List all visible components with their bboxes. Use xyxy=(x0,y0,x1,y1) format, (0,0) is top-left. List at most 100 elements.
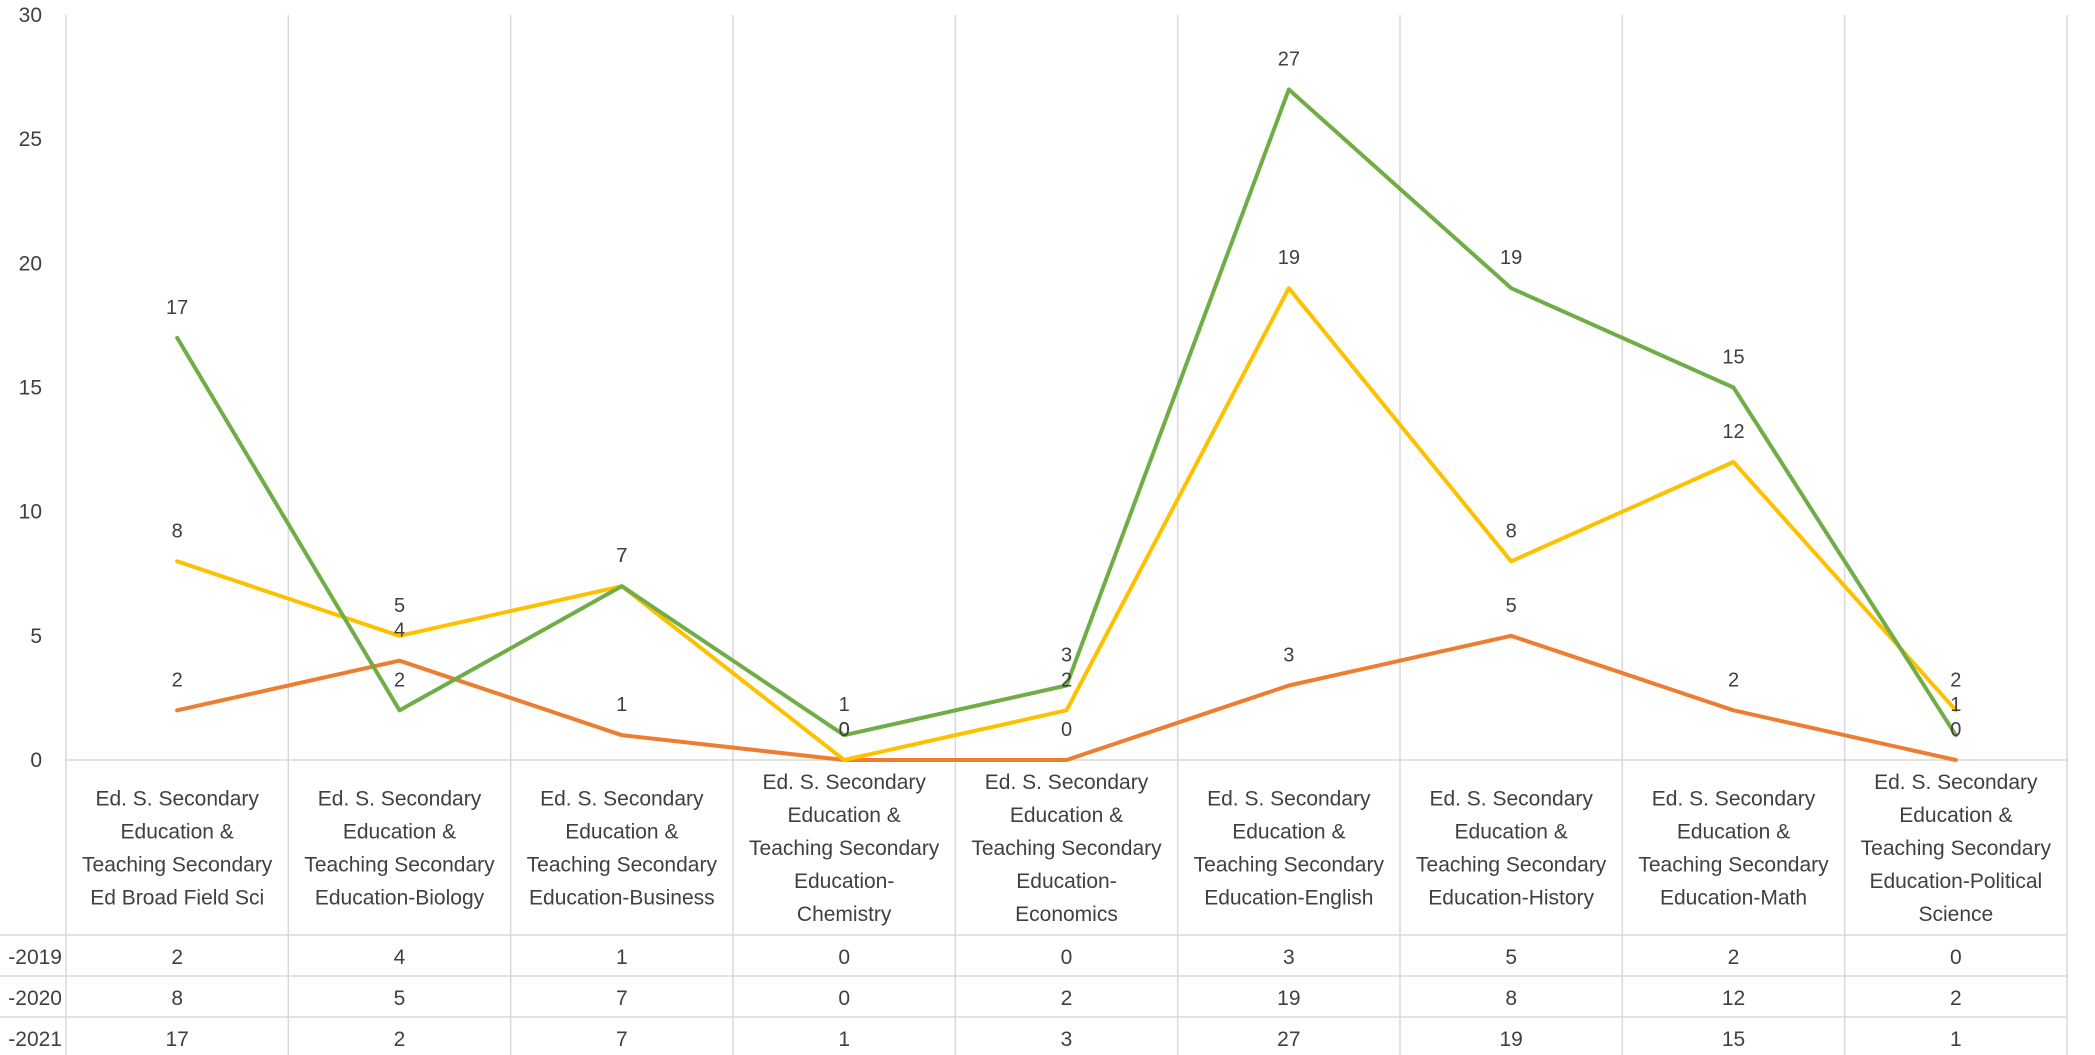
table-series-name: -2019 xyxy=(8,946,62,969)
table-cell: 5 xyxy=(1505,946,1517,969)
category-label-line: Ed. S. Secondary xyxy=(762,771,926,794)
table-cell: 8 xyxy=(1505,987,1517,1010)
table-cell: 27 xyxy=(1277,1028,1300,1051)
category-label-line: Science xyxy=(1918,903,1993,926)
table-cell: 1 xyxy=(838,1028,850,1051)
category-label-line: Ed. S. Secondary xyxy=(1429,788,1593,811)
data-label: 2 xyxy=(1950,669,1961,691)
table-cell: 0 xyxy=(838,987,850,1010)
table-cell: 0 xyxy=(838,946,850,969)
table-cell: 7 xyxy=(616,987,628,1010)
category-label: Ed. S. Secondary Education & Teaching Seco… xyxy=(971,771,1162,926)
category-label: Ed. S. Secondary Education & Teaching Seco… xyxy=(304,788,495,910)
category-label: Ed. S. Secondary Education & Teaching Seco… xyxy=(1194,788,1385,910)
category-label: Ed. S. Secondary Education & Teaching Seco… xyxy=(1416,788,1607,910)
category-label-line: Teaching Secondary xyxy=(749,837,940,860)
series-line xyxy=(175,87,1958,738)
table-cell: 12 xyxy=(1722,987,1745,1010)
data-label: 3 xyxy=(1283,645,1294,667)
data-label: 0 xyxy=(1950,719,1961,741)
data-label: 2 xyxy=(1728,669,1739,691)
category-label-line: Ed. S. Secondary xyxy=(318,788,482,811)
series-lines xyxy=(175,87,1958,762)
data-label: 5 xyxy=(394,595,405,617)
table-cell: 2 xyxy=(394,1028,406,1051)
table-series-name: -2020 xyxy=(8,987,62,1010)
table-cell: 0 xyxy=(1061,946,1073,969)
table-cell: 2 xyxy=(171,946,183,969)
category-label-line: Education & xyxy=(1677,821,1790,844)
category-label-line: Education-Business xyxy=(529,887,715,910)
data-label: 8 xyxy=(172,520,183,542)
data-table: -2019 2 4 1 0 0 3 5 2 0-2020 8 5 7 0 2 19 8 12 2-2021 17 2 7 1… xyxy=(0,934,2067,1051)
category-label-line: Teaching Secondary xyxy=(1194,854,1385,877)
table-cell: 3 xyxy=(1283,946,1295,969)
category-label-line: Education- xyxy=(1016,870,1116,893)
data-label: 2 xyxy=(394,669,405,691)
data-label: 7 xyxy=(616,545,627,567)
category-label-line: Economics xyxy=(1015,903,1118,926)
table-cell: 2 xyxy=(1950,987,1962,1010)
category-label-line: Education-Political xyxy=(1869,870,2042,893)
y-tick-label: 30 xyxy=(19,4,42,27)
data-label: 1 xyxy=(1950,694,1961,716)
table-cell: 8 xyxy=(171,987,183,1010)
category-label-line: Ed Broad Field Sci xyxy=(90,887,264,910)
series-line xyxy=(175,286,1958,762)
table-cell: 17 xyxy=(165,1028,188,1051)
category-label-line: Teaching Secondary xyxy=(1861,837,2052,860)
category-label-line: Education & xyxy=(343,821,456,844)
data-label: 8 xyxy=(1506,520,1517,542)
table-cell: 7 xyxy=(616,1028,628,1051)
data-label: 0 xyxy=(839,719,850,741)
y-tick-label: 10 xyxy=(19,501,42,524)
y-tick-label: 5 xyxy=(30,625,42,648)
y-tick-label: 0 xyxy=(30,749,42,772)
data-label: 19 xyxy=(1500,247,1522,269)
data-label: 1 xyxy=(839,694,850,716)
category-label-line: Teaching Secondary xyxy=(1638,854,1829,877)
category-label: Ed. S. Secondary Education & Teaching Seco… xyxy=(527,788,718,910)
series-line xyxy=(175,633,1958,762)
category-label-line: Ed. S. Secondary xyxy=(1874,771,2038,794)
data-label: 12 xyxy=(1722,421,1744,443)
category-label: Ed. S. Secondary Education & Teaching Seco… xyxy=(1638,788,1829,910)
category-label-line: Education & xyxy=(1455,821,1568,844)
table-cell: 4 xyxy=(394,946,406,969)
category-label-line: Ed. S. Secondary xyxy=(540,788,704,811)
category-label-line: Education & xyxy=(788,804,901,827)
category-label-line: Education & xyxy=(1232,821,1345,844)
data-label: 27 xyxy=(1278,49,1300,71)
data-label: 19 xyxy=(1278,247,1300,269)
table-cell: 5 xyxy=(394,987,406,1010)
category-label: Ed. S. Secondary Education & Teaching Seco… xyxy=(82,788,273,910)
category-label-line: Education & xyxy=(1899,804,2012,827)
table-cell: 19 xyxy=(1499,1028,1522,1051)
data-label: 2 xyxy=(1061,669,1072,691)
category-label-line: Education-Biology xyxy=(315,887,485,910)
table-cell: 0 xyxy=(1950,946,1962,969)
y-axis-ticks: 0 5 10 15 20 25 30 xyxy=(19,4,42,772)
data-label: 0 xyxy=(1061,719,1072,741)
category-label-line: Ed. S. Secondary xyxy=(1652,788,1816,811)
table-series-name: -2021 xyxy=(8,1028,62,1051)
data-label: 1 xyxy=(616,694,627,716)
category-label: Ed. S. Secondary Education & Teaching Seco… xyxy=(749,771,940,926)
data-label: 5 xyxy=(1506,595,1517,617)
y-tick-label: 15 xyxy=(19,377,42,400)
category-label-line: Ed. S. Secondary xyxy=(1207,788,1371,811)
category-label-line: Teaching Secondary xyxy=(971,837,1162,860)
category-label-line: Education-History xyxy=(1428,887,1594,910)
category-label-line: Education-English xyxy=(1204,887,1373,910)
data-label: 7 xyxy=(616,545,627,567)
y-tick-label: 25 xyxy=(19,128,42,151)
data-label: 2 xyxy=(172,669,183,691)
data-label: 0 xyxy=(839,719,850,741)
table-cell: 3 xyxy=(1061,1028,1073,1051)
category-label-line: Teaching Secondary xyxy=(304,854,495,877)
category-label-line: Chemistry xyxy=(797,903,892,926)
category-label-line: Ed. S. Secondary xyxy=(95,788,259,811)
category-labels: Ed. S. Secondary Education & Teaching Seco… xyxy=(82,771,2051,926)
